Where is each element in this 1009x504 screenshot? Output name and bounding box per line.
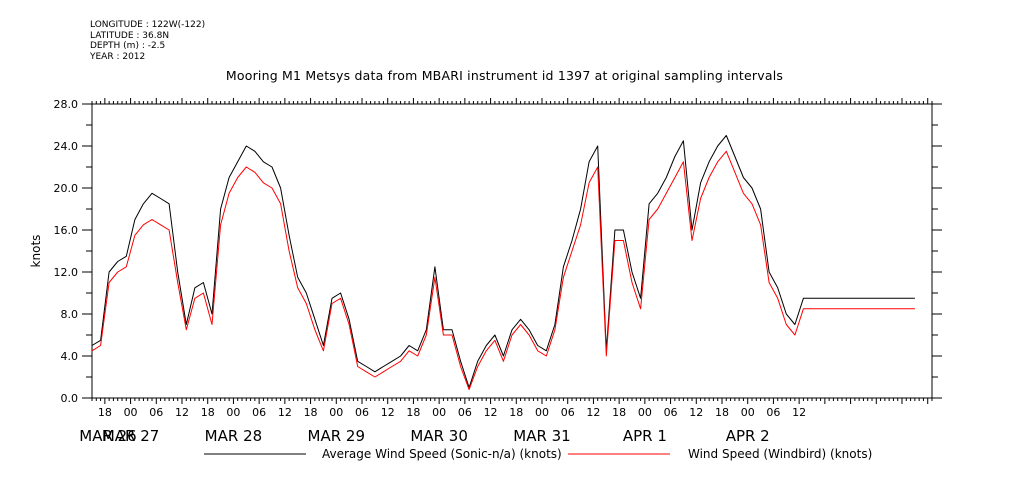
x-hour-label: 06 <box>149 406 163 419</box>
x-day-label: MAR 28 <box>205 427 262 445</box>
x-hour-label: 06 <box>664 406 678 419</box>
series-layer <box>91 135 915 391</box>
x-hour-label: 18 <box>201 406 215 419</box>
x-hour-label: 00 <box>124 406 138 419</box>
x-hour-label: 18 <box>98 406 112 419</box>
x-day-label: MAR 26 <box>79 427 136 445</box>
x-hour-label: 12 <box>484 406 498 419</box>
x-hour-label: 06 <box>355 406 369 419</box>
metadata-block: LONGITUDE : 122W(-122) LATITUDE : 36.8N … <box>90 20 205 62</box>
y-axis-label: knots <box>29 235 43 268</box>
chart-title: Mooring M1 Metsys data from MBARI instru… <box>225 68 784 83</box>
x-day-label: APR 2 <box>726 427 770 445</box>
x-hour-label: 12 <box>278 406 292 419</box>
y-tick-label: 24.0 <box>54 140 79 153</box>
x-hour-label: 00 <box>741 406 755 419</box>
y-tick-label: 20.0 <box>54 182 79 195</box>
x-hour-label: 00 <box>432 406 446 419</box>
x-day-label: MAR 27 <box>102 427 159 445</box>
x-hour-label: 06 <box>252 406 266 419</box>
x-hour-label: 00 <box>535 406 549 419</box>
chart-legend: Average Wind Speed (Sonic-n/a) (knots) Wi… <box>204 447 872 461</box>
x-hour-label: 00 <box>329 406 343 419</box>
chart-axes: 0.0 4.0 8.0 12.0 16.0 20.0 24.0 28.0 knots 18 00 06… <box>29 98 942 445</box>
x-day-label: APR 1 <box>623 427 667 445</box>
x-hour-label: 06 <box>458 406 472 419</box>
year-label: YEAR : 2012 <box>90 51 146 62</box>
x-hour-label: 12 <box>381 406 395 419</box>
y-tick-label: 12.0 <box>54 266 79 279</box>
depth-label: DEPTH (m) : -2.5 <box>90 41 166 51</box>
y-tick-label: 4.0 <box>61 350 79 363</box>
x-hour-label: 18 <box>612 406 626 419</box>
x-hour-label: 18 <box>715 406 729 419</box>
x-hour-label: 06 <box>561 406 575 419</box>
legend-label-average: Average Wind Speed (Sonic-n/a) (knots) <box>322 447 562 461</box>
x-hour-label: 18 <box>406 406 420 419</box>
x-day-label: MAR 30 <box>410 427 467 445</box>
series-line-1 <box>91 150 915 391</box>
y-tick-label: 8.0 <box>61 308 79 321</box>
series-line-0 <box>91 135 915 388</box>
y-tick-label: 28.0 <box>54 98 79 111</box>
longitude-label: LONGITUDE : 122W(-122) <box>90 20 206 30</box>
x-day-label: MAR 29 <box>308 427 365 445</box>
y-tick-label: 16.0 <box>54 224 79 237</box>
x-hour-label: 00 <box>638 406 652 419</box>
x-hour-label: 00 <box>226 406 240 419</box>
x-hour-label: 06 <box>766 406 780 419</box>
x-hour-label: 12 <box>586 406 600 419</box>
x-hour-label: 12 <box>792 406 806 419</box>
x-hour-label: 18 <box>509 406 523 419</box>
legend-label-windbird: Wind Speed (Windbird) (knots) <box>688 447 872 461</box>
x-hour-label: 12 <box>689 406 703 419</box>
latitude-label: LATITUDE : 36.8N <box>90 30 170 41</box>
x-day-label: MAR 31 <box>513 427 570 445</box>
x-hour-label: 12 <box>175 406 189 419</box>
x-hour-label: 18 <box>304 406 318 419</box>
y-tick-label: 0.0 <box>61 392 79 405</box>
